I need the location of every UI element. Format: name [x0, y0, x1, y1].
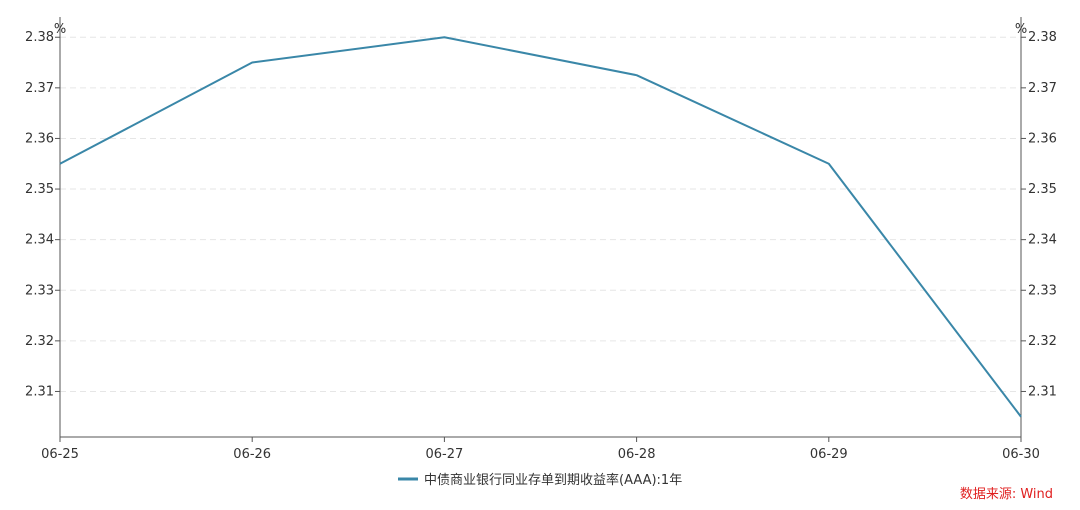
y-tick-label-left: 2.34: [25, 233, 54, 248]
y-tick-label-left: 2.32: [25, 334, 54, 349]
x-tick-label: 06-25: [41, 447, 79, 462]
y-tick-label-left: 2.38: [25, 30, 54, 45]
y-tick-label-left: 2.33: [25, 283, 54, 298]
y-tick-label-right: 2.31: [1028, 384, 1057, 399]
y-unit-label-right: %: [1015, 22, 1027, 37]
y-tick-label-right: 2.35: [1028, 182, 1057, 197]
y-tick-label-right: 2.38: [1028, 30, 1057, 45]
y-tick-label-right: 2.37: [1028, 81, 1057, 96]
legend-label: 中债商业银行同业存单到期收益率(AAA):1年: [424, 472, 682, 488]
x-tick-label: 06-28: [618, 447, 656, 462]
series-layer: [59, 36, 1022, 418]
y-tick-label-right: 2.34: [1028, 233, 1057, 248]
x-tick-label: 06-27: [426, 447, 464, 462]
series-line: [59, 36, 1022, 418]
data-source-label: 数据来源: Wind: [960, 487, 1053, 502]
y-tick-label-left: 2.37: [25, 81, 54, 96]
legend[interactable]: 中债商业银行同业存单到期收益率(AAA):1年: [398, 472, 682, 488]
x-tick-label: 06-30: [1002, 447, 1040, 462]
y-tick-label-right: 2.32: [1028, 334, 1057, 349]
y-tick-label-left: 2.31: [25, 384, 54, 399]
y-unit-label-left: %: [54, 22, 66, 37]
x-tick-label: 06-26: [233, 447, 271, 462]
y-tick-label-left: 2.35: [25, 182, 54, 197]
axis-layer: 2.31 2.31 2.32 2.32 2.33 2.33 2.34 2.34 2.35 2.35…: [25, 17, 1057, 462]
y-tick-label-right: 2.36: [1028, 131, 1057, 146]
x-tick-label: 06-29: [810, 447, 848, 462]
grid-layer: [60, 36, 1021, 392]
y-tick-label-left: 2.36: [25, 131, 54, 146]
y-tick-label-right: 2.33: [1028, 283, 1057, 298]
